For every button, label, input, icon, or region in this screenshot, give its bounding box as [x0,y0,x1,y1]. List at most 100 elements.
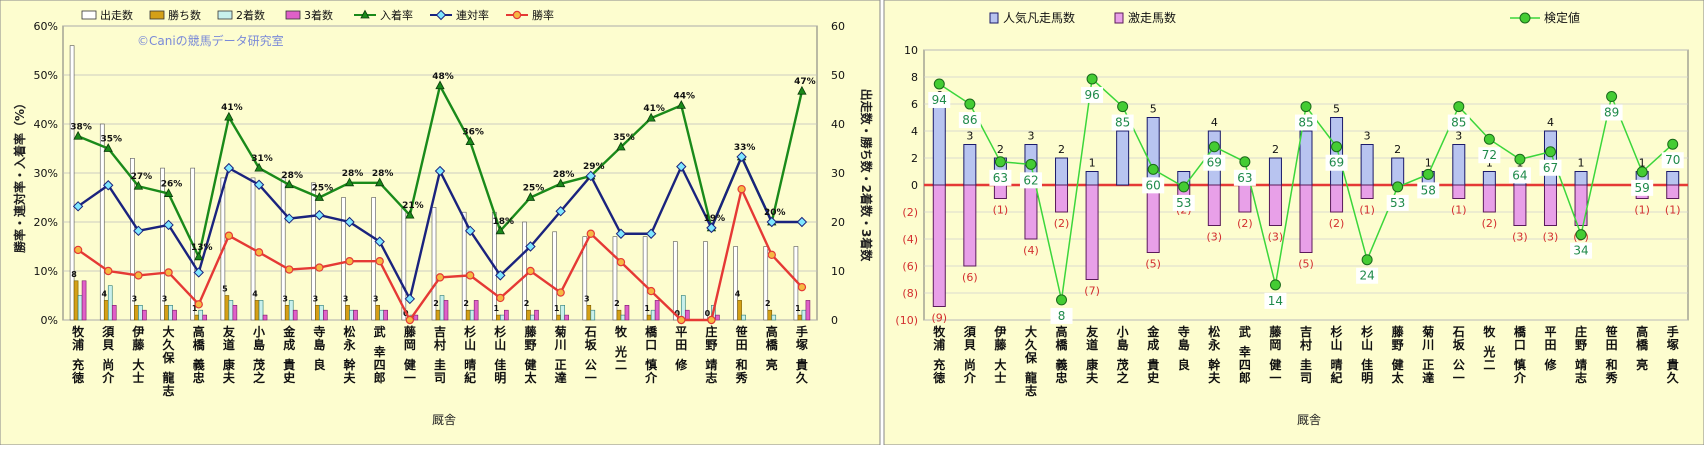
chart-1-win-label: 2 [524,299,530,308]
chart-1-bar-3着数 [142,309,147,321]
chart-1-axes: 0%10%20%30%40%50%60%0102030405060牧浦充徳須貝尚… [34,20,845,398]
chart-2-value-box [1050,307,1073,324]
chart-1-right-tick: 30 [831,167,845,180]
chart-1-x-axis-label: 厩舎 [432,413,456,427]
chart-2-neg-label: (1) [1665,204,1681,217]
chart-1-rate-label: 44% [674,91,696,101]
chart-1-point-勝率 [677,315,686,325]
svg-text:夫: 夫 [222,370,236,385]
chart-2-bar-激走馬数 [1207,184,1221,226]
svg-text:浦: 浦 [72,337,84,352]
chart-1-bar-出走数 [733,246,738,321]
chart-2-point-検定値 [1300,101,1312,113]
svg-text:塚: 塚 [1667,338,1679,352]
chart-2-value-label: 14 [1268,294,1283,308]
svg-text:伊: 伊 [993,324,1006,339]
chart-1-point-連対率 [736,151,747,163]
chart-1-bar-出走数 [280,177,286,321]
svg-text:成: 成 [283,337,295,352]
chart-2-pos-label: 5 [1333,103,1340,116]
chart-2-point-検定値 [1178,181,1190,193]
svg-text:志: 志 [163,383,175,398]
svg-text:橋: 橋 [193,337,206,352]
svg-text:史: 史 [1147,370,1160,385]
chart-1-bar-勝ち数 [375,304,380,321]
chart-1-bar-3着数 [654,300,660,321]
chart-1-point-連対率 [796,216,808,228]
chart-2-value-label: 85 [1298,116,1313,130]
svg-text:一: 一 [404,371,416,385]
chart-1-rate-label: 48% [432,72,454,82]
chart-2-point-検定値 [1239,156,1251,168]
chart-2-point-検定値 [1208,141,1220,153]
svg-text:志: 志 [1025,383,1037,398]
chart-1-bar-勝ち数 [496,314,501,321]
svg-text:公: 公 [1453,358,1465,372]
chart-1-point-入着率 [133,180,144,190]
chart-1-point-入着率 [435,80,445,90]
chart-2-neg-label: (6) [962,271,978,284]
svg-text:貝: 貝 [102,338,114,352]
chart-2-value-label: 85 [1115,116,1130,130]
chart-2-bar-人気凡走馬数 [1268,157,1282,186]
chart-2-category-label: 寺島良 [1178,324,1190,372]
chart-1-point-連対率 [525,241,536,252]
chart-1-point-連対率 [434,165,446,177]
chart-1-rate-label: 35% [613,133,635,143]
svg-text:夫: 夫 [343,370,357,385]
chart-1-point-連対率 [103,180,114,191]
chart-1-point-勝率 [104,266,113,276]
chart-2-y-tick: (2) [902,206,918,219]
svg-text:達: 達 [555,370,567,385]
chart-1-bar-出走数 [552,231,557,321]
chart-2-bar-激走馬数 [1085,184,1099,280]
chart-2-point-検定値 [994,156,1006,168]
chart-2-pos-label: 2 [1058,143,1065,156]
chart-1-win-label: 5 [222,285,228,294]
chart-1-point-入着率 [73,130,83,140]
svg-text:明: 明 [494,371,506,385]
chart-2-bar-人気凡走馬数 [1452,144,1466,186]
chart-2-value-box [1661,152,1684,169]
chart-1-bar-2着数 [741,314,746,321]
chart-2-value-label: 67 [1543,161,1558,175]
svg-text:保: 保 [162,350,176,365]
chart-2-value-box [928,91,951,108]
svg-text:久: 久 [163,337,176,352]
chart-1-rate-label: 28% [372,169,394,179]
svg-text:慎: 慎 [645,357,657,372]
svg-text:藤: 藤 [1268,324,1282,339]
svg-text:亮: 亮 [1636,357,1648,372]
svg-text:笹: 笹 [736,324,748,339]
chart-1-bar-勝ち数 [556,314,561,321]
chart-2-bar-人気凡走馬数 [1574,171,1588,186]
chart-1-win-label: 3 [584,294,590,303]
svg-text:圭: 圭 [434,357,446,372]
chart-1-left-tick: 60% [34,20,58,33]
chart-1-point-勝率 [586,229,596,238]
svg-text:永: 永 [1207,337,1220,352]
chart-1-win-label: 3 [343,294,349,303]
chart-1-point-連対率 [374,236,385,247]
svg-text:牧: 牧 [933,324,946,339]
chart-1-point-連対率 [495,270,506,281]
chart-1-bar-3着数 [534,309,539,321]
chart-2-point-検定値 [933,78,945,90]
chart-2-y-tick: 2 [911,152,918,165]
svg-text:山: 山 [494,337,506,352]
svg-text:牧: 牧 [615,324,628,339]
chart-1-win-label: 4 [735,289,741,298]
svg-text:忠: 忠 [1056,370,1068,385]
svg-text:司: 司 [1300,371,1312,385]
svg-text:永: 永 [343,337,356,352]
chart-2-pos-label: 4 [1547,116,1554,129]
chart-1-point-勝率 [465,271,475,280]
